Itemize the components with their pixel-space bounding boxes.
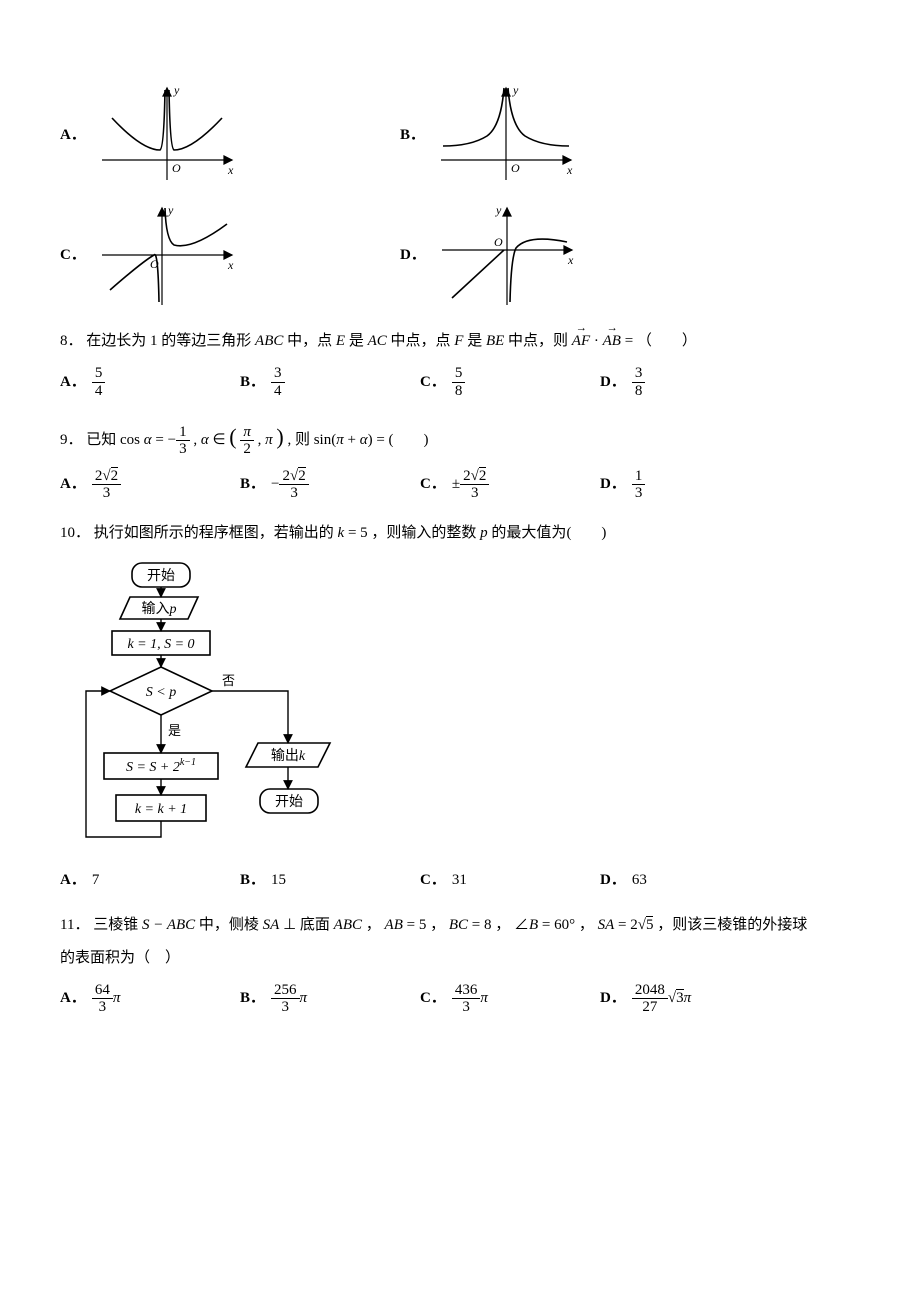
svg-text:y: y [167, 203, 174, 217]
q8-c-frac: 58 [452, 365, 466, 399]
q8-number: 8． [60, 333, 83, 349]
q8-a-frac: 54 [92, 365, 106, 399]
svg-text:x: x [566, 163, 573, 177]
q7-opt-d-label: D． [400, 242, 426, 269]
svg-text:x: x [567, 253, 574, 267]
q9-number: 9． [60, 432, 83, 448]
q11-options: A． 643π B． 2563π C． 4363π D． 204827√3π [60, 982, 860, 1016]
svg-text:k = 1, S = 0: k = 1, S = 0 [127, 637, 194, 652]
q7-option-a: A． O x y [60, 80, 400, 190]
q10-stem: 10． 执行如图所示的程序框图，若输出的 k = 5 ，则输入的整数 p 的最大… [60, 520, 860, 547]
q9-options: A． 2√23 B． −2√23 C． ±2√23 D． 13 [60, 468, 860, 502]
x-axis-label: x [227, 163, 234, 177]
q7-opt-a-label: A． [60, 122, 86, 149]
q9-a-frac: 2√23 [92, 468, 121, 502]
cond-yes-label: 是 [168, 723, 181, 738]
svg-text:k = k + 1: k = k + 1 [135, 802, 187, 817]
q8-d-frac: 38 [632, 365, 646, 399]
q11-stem-2: 的表面积为（ ） [60, 945, 860, 972]
q7-option-b: B． O x y [400, 80, 740, 190]
origin-label: O [172, 161, 181, 175]
graph-c: O x y [92, 200, 242, 310]
q9-stem: 9． 已知 cos α = −13 , α ∈ ( π2 , π ) , 则 s… [60, 417, 860, 458]
q7-option-d: D． O x y [400, 200, 740, 310]
q10-flowchart: 开始 输入p k = 1, S = 0 S < p S = S + 2k−1 k… [60, 557, 860, 857]
svg-text:O: O [494, 235, 503, 249]
q7-opt-c-label: C． [60, 242, 86, 269]
svg-text:输出k: 输出k [271, 748, 306, 764]
svg-text:开始: 开始 [275, 794, 303, 810]
cond-no-label: 否 [222, 673, 235, 688]
graph-a: O x y [92, 80, 242, 190]
svg-text:S < p: S < p [146, 685, 176, 700]
q7-graph-grid: A． O x y B． [60, 80, 860, 310]
svg-text:y: y [495, 203, 502, 217]
q9-b-frac: 2√23 [279, 468, 308, 502]
svg-text:开始: 开始 [147, 568, 175, 584]
graph-d: O x y [432, 200, 582, 310]
q8-stem: 8． 在边长为 1 的等边三角形 ABC 中，点 E 是 AC 中点，点 F 是… [60, 328, 860, 355]
q10-options: A．7 B．15 C．31 D．63 [60, 867, 860, 894]
svg-text:输入p: 输入p [142, 601, 177, 617]
y-axis-label: y [173, 83, 180, 97]
q7-opt-b-label: B． [400, 122, 425, 149]
graph-b: O x y [431, 80, 581, 190]
q9-d-frac: 13 [632, 468, 646, 502]
q8-options: A． 54 B． 34 C． 58 D． 38 [60, 365, 860, 399]
q8-b-frac: 34 [271, 365, 285, 399]
svg-text:x: x [227, 258, 234, 272]
svg-text:O: O [511, 161, 520, 175]
q11-number: 11． [60, 917, 89, 933]
q10-number: 10． [60, 525, 90, 541]
q11-stem: 11． 三棱锥 S − ABC 中，侧棱 SA ⊥ 底面 ABC ， AB = … [60, 912, 860, 939]
q9-c-frac: 2√23 [460, 468, 489, 502]
svg-text:y: y [512, 83, 519, 97]
q7-option-c: C． O x y [60, 200, 400, 310]
